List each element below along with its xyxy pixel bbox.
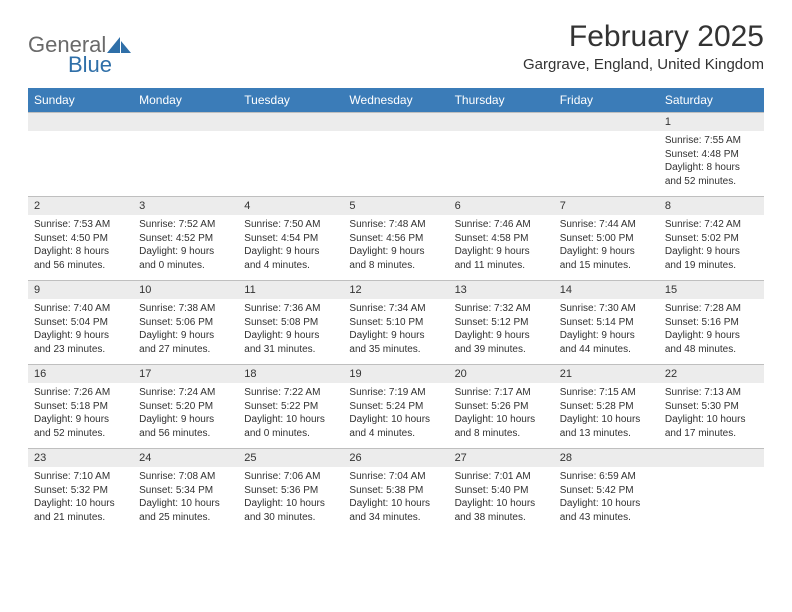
logo: GeneralBlue bbox=[28, 20, 131, 78]
detail-row: Sunrise: 7:10 AM Sunset: 5:32 PM Dayligh… bbox=[28, 467, 764, 532]
day-number bbox=[133, 113, 238, 132]
day-number: 22 bbox=[659, 365, 764, 384]
day-detail bbox=[28, 131, 133, 197]
daynum-row: 9101112131415 bbox=[28, 281, 764, 300]
day-detail: Sunrise: 7:36 AM Sunset: 5:08 PM Dayligh… bbox=[238, 299, 343, 365]
day-detail: Sunrise: 7:17 AM Sunset: 5:26 PM Dayligh… bbox=[449, 383, 554, 449]
detail-row: Sunrise: 7:55 AM Sunset: 4:48 PM Dayligh… bbox=[28, 131, 764, 197]
day-detail bbox=[659, 467, 764, 532]
day-detail: Sunrise: 7:53 AM Sunset: 4:50 PM Dayligh… bbox=[28, 215, 133, 281]
day-detail: Sunrise: 7:26 AM Sunset: 5:18 PM Dayligh… bbox=[28, 383, 133, 449]
day-number: 12 bbox=[343, 281, 448, 300]
detail-row: Sunrise: 7:26 AM Sunset: 5:18 PM Dayligh… bbox=[28, 383, 764, 449]
day-header: Wednesday bbox=[343, 88, 448, 113]
day-detail: Sunrise: 7:42 AM Sunset: 5:02 PM Dayligh… bbox=[659, 215, 764, 281]
day-detail: Sunrise: 7:22 AM Sunset: 5:22 PM Dayligh… bbox=[238, 383, 343, 449]
day-header: Thursday bbox=[449, 88, 554, 113]
day-number: 6 bbox=[449, 197, 554, 216]
month-title: February 2025 bbox=[523, 20, 764, 54]
day-detail: Sunrise: 7:44 AM Sunset: 5:00 PM Dayligh… bbox=[554, 215, 659, 281]
calendar-table: SundayMondayTuesdayWednesdayThursdayFrid… bbox=[28, 88, 764, 532]
day-number: 18 bbox=[238, 365, 343, 384]
day-number: 24 bbox=[133, 449, 238, 468]
day-number: 21 bbox=[554, 365, 659, 384]
day-header: Sunday bbox=[28, 88, 133, 113]
day-detail: Sunrise: 7:15 AM Sunset: 5:28 PM Dayligh… bbox=[554, 383, 659, 449]
daynum-row: 1 bbox=[28, 113, 764, 132]
day-header: Saturday bbox=[659, 88, 764, 113]
day-detail: Sunrise: 7:28 AM Sunset: 5:16 PM Dayligh… bbox=[659, 299, 764, 365]
day-number: 25 bbox=[238, 449, 343, 468]
day-detail: Sunrise: 7:40 AM Sunset: 5:04 PM Dayligh… bbox=[28, 299, 133, 365]
day-number: 1 bbox=[659, 113, 764, 132]
day-header: Monday bbox=[133, 88, 238, 113]
day-number: 16 bbox=[28, 365, 133, 384]
page-header: GeneralBlue February 2025 Gargrave, Engl… bbox=[28, 20, 764, 78]
day-detail: Sunrise: 7:46 AM Sunset: 4:58 PM Dayligh… bbox=[449, 215, 554, 281]
daynum-row: 232425262728 bbox=[28, 449, 764, 468]
day-detail: Sunrise: 7:52 AM Sunset: 4:52 PM Dayligh… bbox=[133, 215, 238, 281]
day-detail: Sunrise: 7:04 AM Sunset: 5:38 PM Dayligh… bbox=[343, 467, 448, 532]
day-detail bbox=[238, 131, 343, 197]
day-number: 20 bbox=[449, 365, 554, 384]
day-number: 15 bbox=[659, 281, 764, 300]
day-number: 19 bbox=[343, 365, 448, 384]
day-number: 10 bbox=[133, 281, 238, 300]
day-detail: Sunrise: 7:55 AM Sunset: 4:48 PM Dayligh… bbox=[659, 131, 764, 197]
day-detail bbox=[554, 131, 659, 197]
day-number bbox=[659, 449, 764, 468]
day-number: 26 bbox=[343, 449, 448, 468]
day-detail bbox=[449, 131, 554, 197]
day-detail: Sunrise: 7:38 AM Sunset: 5:06 PM Dayligh… bbox=[133, 299, 238, 365]
day-number bbox=[28, 113, 133, 132]
day-number: 11 bbox=[238, 281, 343, 300]
location-text: Gargrave, England, United Kingdom bbox=[523, 56, 764, 73]
day-number: 7 bbox=[554, 197, 659, 216]
day-detail: Sunrise: 7:32 AM Sunset: 5:12 PM Dayligh… bbox=[449, 299, 554, 365]
day-detail: Sunrise: 7:13 AM Sunset: 5:30 PM Dayligh… bbox=[659, 383, 764, 449]
detail-row: Sunrise: 7:53 AM Sunset: 4:50 PM Dayligh… bbox=[28, 215, 764, 281]
detail-row: Sunrise: 7:40 AM Sunset: 5:04 PM Dayligh… bbox=[28, 299, 764, 365]
day-number: 5 bbox=[343, 197, 448, 216]
day-number: 13 bbox=[449, 281, 554, 300]
daynum-row: 16171819202122 bbox=[28, 365, 764, 384]
day-number: 14 bbox=[554, 281, 659, 300]
day-detail: Sunrise: 7:01 AM Sunset: 5:40 PM Dayligh… bbox=[449, 467, 554, 532]
day-number bbox=[238, 113, 343, 132]
day-detail: Sunrise: 7:08 AM Sunset: 5:34 PM Dayligh… bbox=[133, 467, 238, 532]
day-number bbox=[449, 113, 554, 132]
day-number bbox=[343, 113, 448, 132]
day-detail: Sunrise: 6:59 AM Sunset: 5:42 PM Dayligh… bbox=[554, 467, 659, 532]
day-number: 8 bbox=[659, 197, 764, 216]
calendar-page: GeneralBlue February 2025 Gargrave, Engl… bbox=[0, 0, 792, 552]
day-number: 28 bbox=[554, 449, 659, 468]
day-detail: Sunrise: 7:50 AM Sunset: 4:54 PM Dayligh… bbox=[238, 215, 343, 281]
day-detail: Sunrise: 7:10 AM Sunset: 5:32 PM Dayligh… bbox=[28, 467, 133, 532]
title-block: February 2025 Gargrave, England, United … bbox=[523, 20, 764, 73]
day-number bbox=[554, 113, 659, 132]
day-detail: Sunrise: 7:06 AM Sunset: 5:36 PM Dayligh… bbox=[238, 467, 343, 532]
logo-text-blue: Blue bbox=[68, 52, 112, 78]
day-detail: Sunrise: 7:48 AM Sunset: 4:56 PM Dayligh… bbox=[343, 215, 448, 281]
day-number: 17 bbox=[133, 365, 238, 384]
day-number: 9 bbox=[28, 281, 133, 300]
day-detail: Sunrise: 7:30 AM Sunset: 5:14 PM Dayligh… bbox=[554, 299, 659, 365]
day-header-row: SundayMondayTuesdayWednesdayThursdayFrid… bbox=[28, 88, 764, 113]
day-number: 27 bbox=[449, 449, 554, 468]
day-detail bbox=[133, 131, 238, 197]
day-number: 23 bbox=[28, 449, 133, 468]
day-detail bbox=[343, 131, 448, 197]
day-header: Tuesday bbox=[238, 88, 343, 113]
day-detail: Sunrise: 7:34 AM Sunset: 5:10 PM Dayligh… bbox=[343, 299, 448, 365]
calendar-body: SundayMondayTuesdayWednesdayThursdayFrid… bbox=[28, 88, 764, 532]
day-detail: Sunrise: 7:24 AM Sunset: 5:20 PM Dayligh… bbox=[133, 383, 238, 449]
day-number: 2 bbox=[28, 197, 133, 216]
day-number: 4 bbox=[238, 197, 343, 216]
day-header: Friday bbox=[554, 88, 659, 113]
daynum-row: 2345678 bbox=[28, 197, 764, 216]
day-detail: Sunrise: 7:19 AM Sunset: 5:24 PM Dayligh… bbox=[343, 383, 448, 449]
day-number: 3 bbox=[133, 197, 238, 216]
